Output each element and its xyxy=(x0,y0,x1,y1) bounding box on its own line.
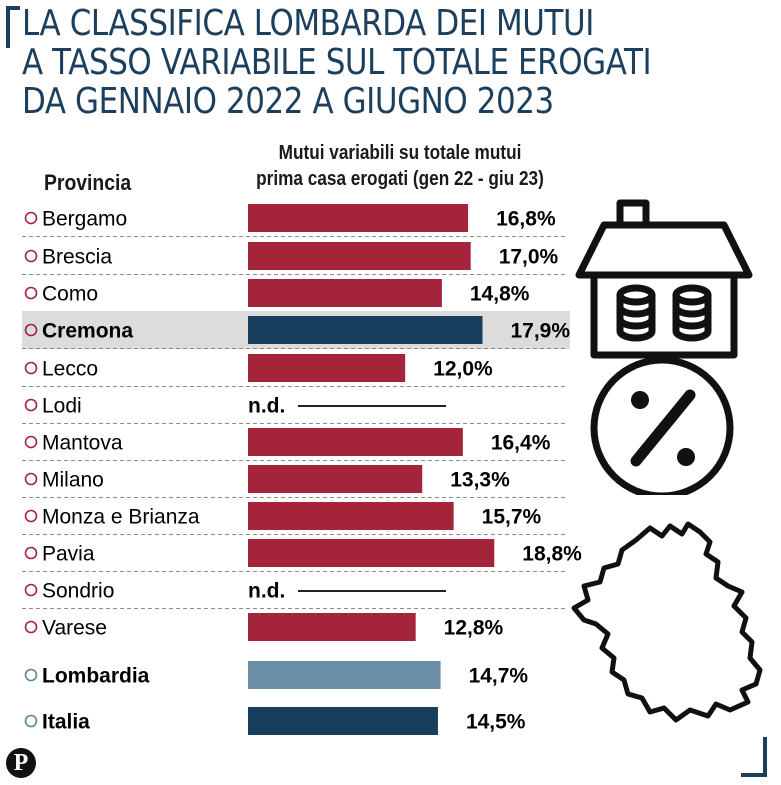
bar xyxy=(248,707,438,735)
bar xyxy=(248,661,441,689)
value-label: 18,8% xyxy=(522,543,582,566)
row-marker-dot xyxy=(24,435,38,449)
category-label: Varese xyxy=(42,617,107,640)
bar xyxy=(248,279,442,307)
row-marker-dot xyxy=(24,583,38,597)
value-label: n.d. xyxy=(248,395,285,418)
value-label: 15,7% xyxy=(482,506,542,529)
chart-title: LA CLASSIFICA LOMBARDA DEI MUTUI A TASSO… xyxy=(22,3,652,122)
bar xyxy=(248,204,469,232)
value-label: n.d. xyxy=(248,580,285,603)
category-label: Mantova xyxy=(42,432,123,455)
category-label: Sondrio xyxy=(42,580,114,603)
value-label: 17,0% xyxy=(499,246,559,269)
title-line-2: A TASSO VARIABILE SUL TOTALE EROGATI xyxy=(22,42,652,83)
row-marker-dot xyxy=(24,286,38,300)
category-label: Brescia xyxy=(42,246,112,269)
value-label: 14,8% xyxy=(470,283,530,306)
value-label: 13,3% xyxy=(450,469,510,492)
category-label: Pavia xyxy=(42,543,95,566)
row-marker-dot xyxy=(24,323,38,337)
value-label: 12,0% xyxy=(433,358,493,381)
row-marker-dot xyxy=(24,249,38,263)
bar xyxy=(248,316,483,344)
row-marker-dot xyxy=(24,668,38,682)
value-label: 16,4% xyxy=(491,432,551,455)
row-marker-dot xyxy=(24,472,38,486)
category-label: Cremona xyxy=(42,320,133,343)
metric-header-line-1: Mutui variabili su totale mutui xyxy=(278,142,522,164)
category-label: Milano xyxy=(42,469,104,492)
bar xyxy=(248,242,471,270)
row-marker-dot xyxy=(24,509,38,523)
value-label: 17,9% xyxy=(510,320,570,343)
value-label: 14,7% xyxy=(469,665,529,688)
row-marker-dot xyxy=(24,714,38,728)
bar xyxy=(248,539,495,567)
title-line-3: DA GENNAIO 2022 A GIUGNO 2023 xyxy=(22,81,554,122)
category-label: Italia xyxy=(42,711,90,734)
bar xyxy=(248,428,463,456)
metric-column-header: Mutui variabili su totale mutui prima ca… xyxy=(228,140,572,192)
row-marker-dot xyxy=(24,361,38,375)
category-label: Bergamo xyxy=(42,208,127,231)
publisher-logo: P xyxy=(6,748,36,778)
category-label: Lodi xyxy=(42,395,82,418)
house-percent-icon xyxy=(575,199,753,495)
category-label: Como xyxy=(42,283,98,306)
bar xyxy=(248,502,454,530)
category-label: Lombardia xyxy=(42,665,150,688)
corner-bracket xyxy=(741,737,767,777)
value-label: 16,8% xyxy=(496,208,556,231)
row-marker-dot xyxy=(24,546,38,560)
category-label: Monza e Brianza xyxy=(42,506,200,529)
title-line-1: LA CLASSIFICA LOMBARDA DEI MUTUI xyxy=(22,3,594,44)
bar xyxy=(248,613,416,641)
category-label: Lecco xyxy=(42,358,98,381)
title-bracket xyxy=(6,6,20,48)
value-label: 14,5% xyxy=(466,711,526,734)
bar xyxy=(248,465,423,493)
metric-header-line-2: prima casa erogati (gen 22 - giu 23) xyxy=(256,168,544,190)
row-marker-dot xyxy=(24,211,38,225)
row-marker-dot xyxy=(24,620,38,634)
lombardy-map-icon xyxy=(571,521,763,723)
row-marker-dot xyxy=(24,398,38,412)
bar xyxy=(248,354,406,382)
value-label: 12,8% xyxy=(444,617,504,640)
provincia-column-header: Provincia xyxy=(44,170,132,195)
